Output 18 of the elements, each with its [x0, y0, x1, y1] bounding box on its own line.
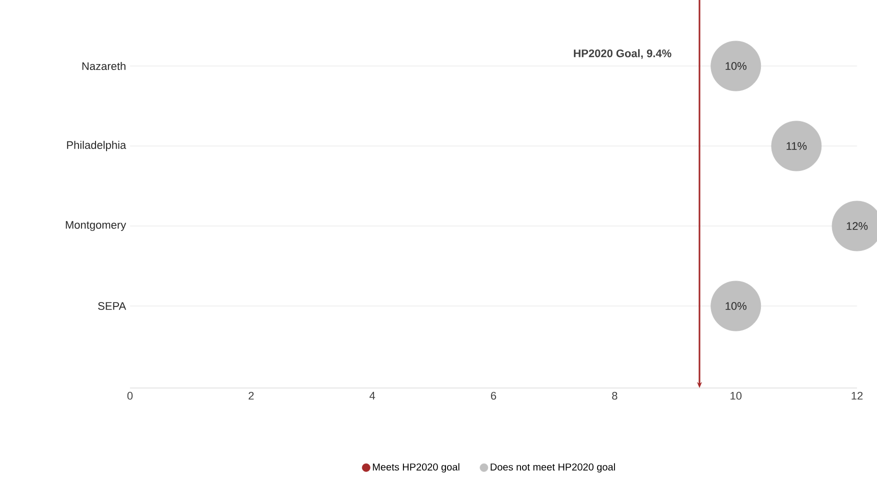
x-tick-label: 0: [127, 392, 133, 400]
data-label: 10%: [726, 62, 746, 70]
legend-label: Meets HP2020 goal: [372, 463, 460, 473]
y-tick-label: SEPA: [98, 302, 126, 310]
legend-label: Does not meet HP2020 goal: [490, 463, 615, 473]
y-tick-label: Montgomery: [66, 221, 126, 231]
x-tick-label: 10: [730, 392, 742, 400]
data-label: 12%: [846, 222, 868, 230]
ref-line-label: HP2020 Goal, 9.4%: [574, 49, 672, 59]
x-tick-label: 2: [248, 392, 254, 400]
x-tick-label: 4: [370, 392, 376, 400]
y-tick-label: Nazareth: [82, 62, 126, 70]
data-label: 11%: [786, 142, 807, 150]
x-tick-label: 6: [491, 392, 496, 400]
data-label: 10%: [726, 302, 746, 310]
y-tick-label: Philadelphia: [67, 140, 126, 152]
x-tick-label: 12: [852, 392, 863, 400]
x-tick-label: 8: [612, 392, 618, 400]
